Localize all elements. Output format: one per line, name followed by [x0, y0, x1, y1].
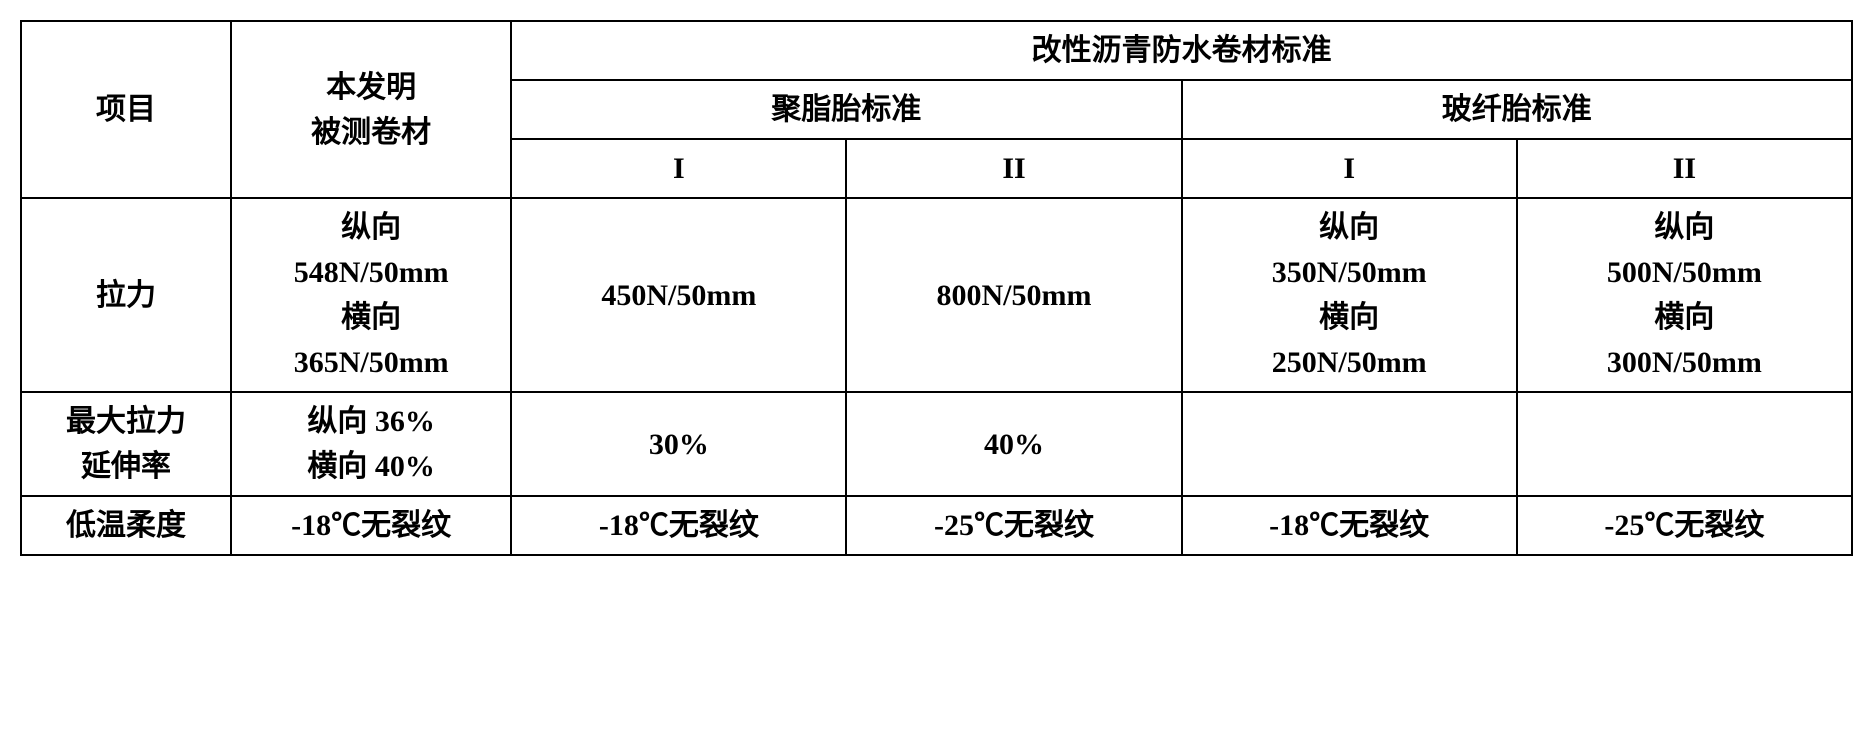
table-row-tension: 拉力 纵向548N/50mm横向365N/50mm 450N/50mm 800N…: [21, 198, 1852, 392]
cell-elongation-glass-I: [1182, 392, 1517, 496]
table-row-low-temp: 低温柔度 -18℃无裂纹 -18℃无裂纹 -25℃无裂纹 -18℃无裂纹 -25…: [21, 496, 1852, 555]
spec-table: 项目 本发明被测卷材 改性沥青防水卷材标准 聚脂胎标准 玻纤胎标准 I II I…: [20, 20, 1853, 556]
cell-elongation-poly-II: 40%: [846, 392, 1181, 496]
cell-elongation-glass-II: [1517, 392, 1852, 496]
col-header-project: 项目: [21, 21, 231, 198]
col-header-glass-group: 玻纤胎标准: [1182, 80, 1852, 139]
col-header-standard-group: 改性沥青防水卷材标准: [511, 21, 1852, 80]
table-header-row-1: 项目 本发明被测卷材 改性沥青防水卷材标准: [21, 21, 1852, 80]
cell-elongation-poly-I: 30%: [511, 392, 846, 496]
cell-lowtemp-glass-I: -18℃无裂纹: [1182, 496, 1517, 555]
cell-lowtemp-poly-I: -18℃无裂纹: [511, 496, 846, 555]
col-header-poly-II: II: [846, 139, 1181, 198]
cell-tension-poly-II: 800N/50mm: [846, 198, 1181, 392]
cell-lowtemp-label: 低温柔度: [21, 496, 231, 555]
cell-tension-label: 拉力: [21, 198, 231, 392]
col-header-poly-group: 聚脂胎标准: [511, 80, 1181, 139]
cell-elongation-label: 最大拉力延伸率: [21, 392, 231, 496]
table-row-elongation: 最大拉力延伸率 纵向 36%横向 40% 30% 40%: [21, 392, 1852, 496]
col-header-tested: 本发明被测卷材: [231, 21, 511, 198]
cell-tension-poly-I: 450N/50mm: [511, 198, 846, 392]
col-header-glass-I: I: [1182, 139, 1517, 198]
cell-lowtemp-glass-II: -25℃无裂纹: [1517, 496, 1852, 555]
cell-lowtemp-poly-II: -25℃无裂纹: [846, 496, 1181, 555]
cell-elongation-tested: 纵向 36%横向 40%: [231, 392, 511, 496]
spec-table-container: 项目 本发明被测卷材 改性沥青防水卷材标准 聚脂胎标准 玻纤胎标准 I II I…: [20, 20, 1853, 556]
col-header-glass-II: II: [1517, 139, 1852, 198]
col-header-poly-I: I: [511, 139, 846, 198]
cell-tension-tested: 纵向548N/50mm横向365N/50mm: [231, 198, 511, 392]
cell-tension-glass-I: 纵向350N/50mm横向250N/50mm: [1182, 198, 1517, 392]
cell-lowtemp-tested: -18℃无裂纹: [231, 496, 511, 555]
cell-tension-glass-II: 纵向500N/50mm横向300N/50mm: [1517, 198, 1852, 392]
